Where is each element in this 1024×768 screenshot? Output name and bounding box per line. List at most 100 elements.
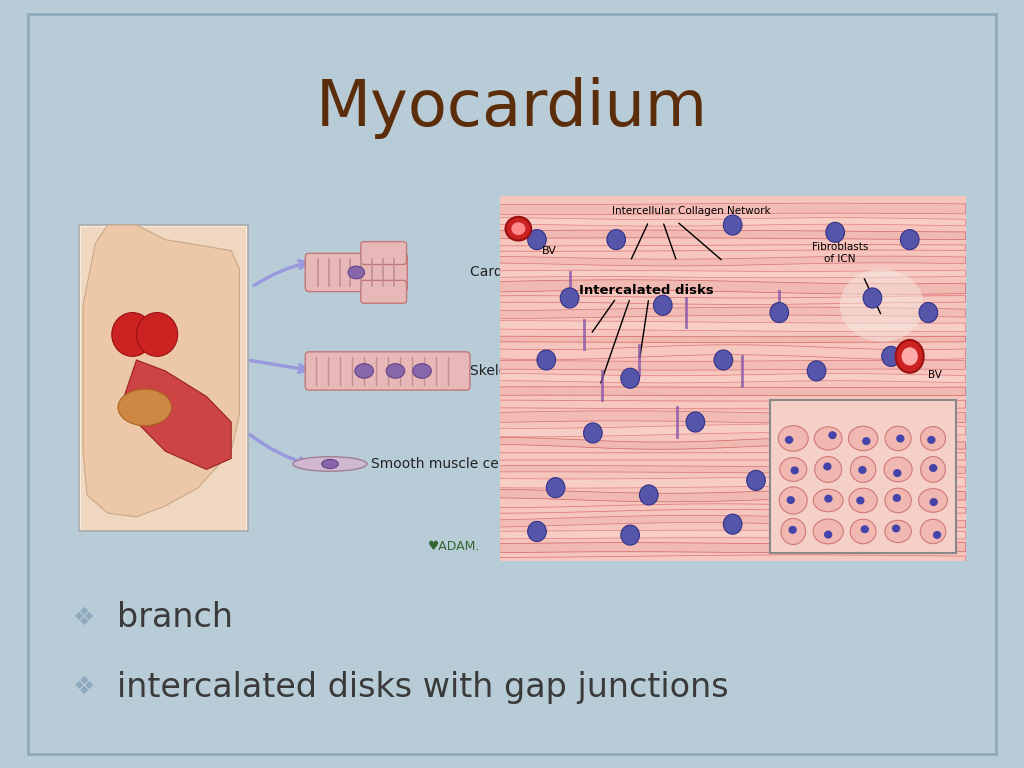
Ellipse shape (537, 350, 556, 370)
Polygon shape (500, 217, 966, 226)
Ellipse shape (933, 423, 951, 443)
Ellipse shape (896, 435, 904, 442)
Ellipse shape (849, 426, 878, 451)
Ellipse shape (893, 469, 901, 477)
Ellipse shape (826, 222, 845, 243)
Polygon shape (500, 320, 966, 332)
Ellipse shape (807, 361, 826, 381)
Ellipse shape (779, 487, 807, 514)
Ellipse shape (900, 528, 920, 549)
Ellipse shape (840, 478, 858, 498)
Polygon shape (124, 360, 231, 469)
Polygon shape (500, 489, 966, 502)
Ellipse shape (824, 531, 833, 538)
Ellipse shape (901, 347, 918, 366)
Polygon shape (500, 400, 966, 409)
Ellipse shape (885, 521, 911, 542)
Polygon shape (500, 307, 966, 319)
Text: ♥ADAM.: ♥ADAM. (428, 541, 480, 553)
Ellipse shape (814, 427, 842, 450)
Ellipse shape (885, 426, 911, 451)
Ellipse shape (815, 456, 842, 482)
Ellipse shape (112, 313, 153, 356)
Polygon shape (500, 515, 966, 528)
Polygon shape (500, 336, 966, 343)
Polygon shape (500, 387, 966, 396)
Polygon shape (500, 465, 966, 473)
Ellipse shape (653, 295, 672, 316)
Ellipse shape (893, 494, 901, 502)
Polygon shape (500, 280, 966, 294)
Ellipse shape (293, 457, 367, 472)
Polygon shape (500, 543, 966, 553)
Ellipse shape (921, 519, 946, 544)
Text: BV: BV (542, 247, 556, 257)
Ellipse shape (863, 288, 882, 308)
Ellipse shape (118, 389, 171, 425)
Ellipse shape (860, 525, 869, 533)
Text: BV: BV (929, 370, 942, 380)
Ellipse shape (849, 488, 878, 513)
Ellipse shape (413, 364, 431, 379)
Ellipse shape (511, 222, 525, 235)
Ellipse shape (355, 364, 374, 379)
Ellipse shape (770, 303, 788, 323)
Ellipse shape (527, 521, 547, 541)
FancyBboxPatch shape (360, 242, 407, 264)
Text: Fibroblasts
of ICN: Fibroblasts of ICN (812, 242, 868, 263)
Ellipse shape (547, 478, 565, 498)
Text: Intercalated disks: Intercalated disks (579, 284, 714, 297)
Ellipse shape (919, 488, 947, 512)
Ellipse shape (584, 423, 602, 443)
Polygon shape (500, 477, 966, 488)
Ellipse shape (560, 288, 579, 308)
Ellipse shape (885, 488, 911, 513)
Ellipse shape (921, 426, 945, 450)
Ellipse shape (813, 489, 843, 511)
Polygon shape (500, 555, 966, 566)
Polygon shape (83, 225, 240, 517)
Ellipse shape (927, 436, 936, 444)
Text: Myocardium: Myocardium (316, 77, 708, 139)
Text: ❖: ❖ (73, 675, 95, 700)
Ellipse shape (929, 464, 937, 472)
Text: Smooth muscle cell: Smooth muscle cell (371, 457, 507, 471)
Text: intercalated disks with gap junctions: intercalated disks with gap junctions (117, 671, 728, 703)
Ellipse shape (686, 412, 705, 432)
Ellipse shape (813, 519, 843, 544)
Ellipse shape (786, 496, 795, 504)
Ellipse shape (778, 425, 808, 452)
Ellipse shape (621, 368, 639, 389)
Polygon shape (500, 256, 966, 266)
Polygon shape (500, 230, 966, 240)
Ellipse shape (621, 525, 639, 545)
Bar (770, 400, 956, 553)
Ellipse shape (882, 346, 900, 366)
Ellipse shape (826, 521, 845, 541)
Polygon shape (500, 245, 966, 251)
Ellipse shape (858, 466, 866, 474)
Ellipse shape (828, 431, 837, 439)
Ellipse shape (896, 340, 924, 372)
Polygon shape (500, 438, 966, 449)
Ellipse shape (921, 456, 945, 482)
Ellipse shape (527, 230, 547, 250)
Ellipse shape (779, 458, 807, 482)
Text: branch: branch (117, 601, 232, 634)
Polygon shape (500, 504, 966, 513)
Ellipse shape (930, 498, 938, 506)
Polygon shape (500, 373, 966, 383)
Ellipse shape (850, 519, 877, 544)
Ellipse shape (506, 217, 531, 240)
FancyBboxPatch shape (360, 280, 407, 303)
Polygon shape (500, 530, 966, 539)
Bar (79, 225, 248, 531)
Polygon shape (500, 345, 966, 359)
Text: Cardiac muscle cell: Cardiac muscle cell (470, 266, 605, 280)
Text: Skeletal muscle cell: Skeletal muscle cell (470, 364, 607, 378)
Bar (81, 227, 246, 530)
Ellipse shape (136, 313, 178, 356)
Ellipse shape (791, 466, 799, 475)
Polygon shape (500, 360, 966, 370)
Ellipse shape (714, 350, 733, 370)
